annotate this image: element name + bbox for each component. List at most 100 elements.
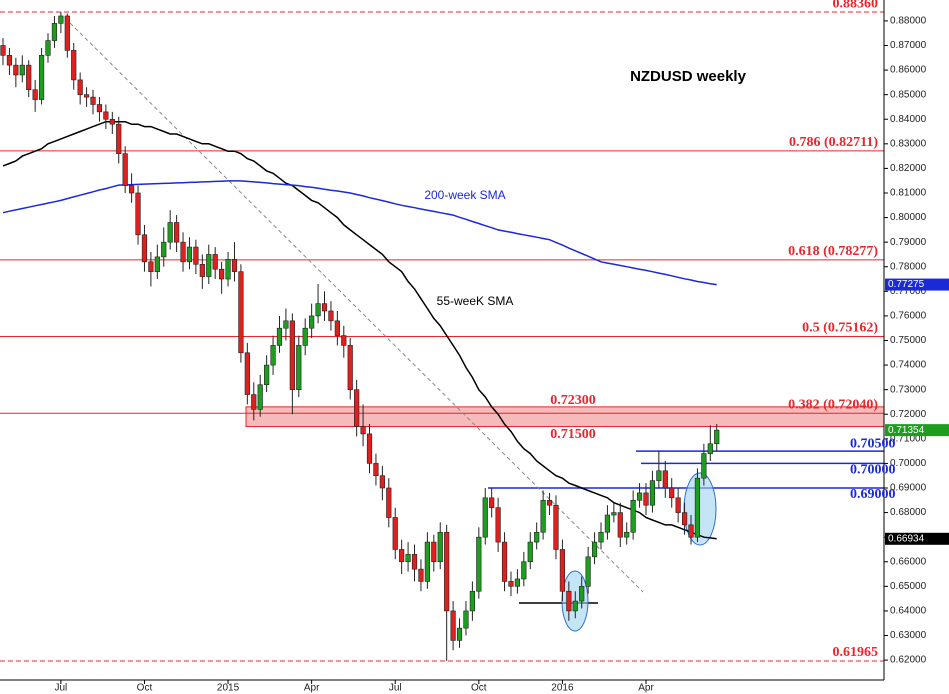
plot — [0, 12, 720, 661]
candle-body — [347, 345, 353, 390]
candle-body — [649, 480, 656, 506]
y-tick-label: 0.66000 — [890, 556, 927, 567]
last-value-box — [885, 532, 949, 545]
sma-line — [2, 180, 717, 286]
candle-body — [321, 303, 328, 312]
candle-body — [681, 512, 688, 526]
y-tick-label: 0.75000 — [890, 335, 927, 346]
y-tick-label: 0.79000 — [890, 237, 927, 248]
candle-body — [456, 627, 463, 641]
candle-body — [482, 497, 488, 538]
candle-body — [135, 192, 141, 236]
candle-body — [26, 64, 32, 91]
candle-body — [244, 352, 250, 395]
x-tick-label: 2016 — [551, 683, 574, 694]
candle-body — [534, 531, 540, 543]
y-tick-label: 0.74000 — [890, 360, 927, 371]
candle-body — [270, 345, 276, 366]
candle-body — [6, 55, 13, 66]
candle-body — [289, 320, 295, 390]
y-tick-label: 0.69000 — [890, 483, 927, 494]
candle-body — [424, 541, 430, 582]
candle-body — [225, 259, 231, 280]
candle-body — [199, 263, 205, 277]
candle-body — [636, 492, 643, 501]
support-label: 0.70000 — [850, 463, 896, 478]
candle-body — [193, 246, 199, 265]
candle-body — [354, 389, 360, 427]
candle-body — [180, 241, 186, 263]
candle-body — [167, 222, 173, 243]
x-tick-label: 2015 — [217, 683, 240, 694]
candle-body — [32, 89, 38, 100]
last-price-box-label: 0.71354 — [888, 425, 925, 436]
candle-body — [373, 463, 379, 477]
level-label: 0.88360 — [833, 0, 879, 11]
candle-body — [495, 507, 501, 543]
y-tick-label: 0.84000 — [890, 114, 927, 125]
candle-body — [630, 499, 636, 533]
candle-body — [302, 327, 308, 346]
x-tick-label: Oct — [137, 683, 153, 694]
candle-body — [186, 246, 193, 263]
candle-body — [264, 364, 270, 386]
y-tick-label: 0.64000 — [890, 606, 927, 617]
zone-label: 0.72300 — [550, 393, 596, 408]
candle-body — [585, 556, 591, 587]
candle-body — [283, 320, 289, 329]
candle-body — [19, 64, 25, 76]
candle-body — [161, 241, 167, 258]
y-tick-label: 0.86000 — [890, 65, 927, 76]
y-tick-label: 0.73000 — [890, 384, 927, 395]
candle-body — [643, 492, 649, 506]
candle-body — [341, 335, 347, 346]
candle-body — [109, 118, 115, 125]
candle-body — [334, 320, 340, 336]
candle-body — [83, 94, 90, 98]
candle-body — [701, 453, 707, 479]
candle-body — [315, 303, 321, 317]
last-price-box — [885, 424, 949, 437]
candle-body — [386, 487, 392, 518]
candle-body — [0, 45, 6, 56]
candle-body — [174, 222, 180, 243]
y-tick-label: 0.72000 — [890, 409, 927, 420]
candle-body — [579, 586, 585, 602]
y-tick-label: 0.77000 — [890, 286, 927, 297]
candle-body — [559, 549, 566, 592]
last-value-box — [885, 278, 949, 291]
y-tick-label: 0.83000 — [890, 138, 927, 149]
candle-body — [58, 15, 64, 24]
candle-body — [405, 554, 411, 563]
candle-body — [328, 310, 334, 322]
candle-body — [411, 554, 418, 570]
candle-body — [116, 123, 122, 154]
x-tick-label: Apr — [304, 683, 320, 694]
y-tick-label: 0.87000 — [890, 40, 927, 51]
candle-body — [13, 64, 19, 76]
x-tick-label: Apr — [638, 683, 654, 694]
candle-body — [148, 261, 154, 272]
candle-body — [662, 470, 668, 489]
candle-body — [90, 96, 96, 105]
candle-body — [103, 111, 109, 120]
candle-body — [501, 541, 508, 582]
candle-body — [508, 581, 514, 587]
trendline — [64, 17, 644, 593]
y-tick-label: 0.71000 — [890, 433, 927, 444]
level-label: 0.618 (0.78277) — [788, 244, 878, 259]
candle-body — [444, 531, 450, 612]
candle-body — [51, 23, 58, 41]
candle-body — [77, 79, 83, 95]
candle-body — [624, 531, 630, 538]
candle-body — [566, 590, 572, 612]
y-tick-label: 0.68000 — [890, 507, 927, 518]
level-label: 0.61965 — [833, 645, 879, 660]
y-tick-label: 0.65000 — [890, 581, 927, 592]
level-label: 0.382 (0.72040) — [788, 397, 878, 412]
candle-body — [399, 549, 405, 563]
candle-body — [38, 55, 45, 100]
candle-body — [64, 15, 70, 51]
candle-body — [437, 531, 443, 563]
